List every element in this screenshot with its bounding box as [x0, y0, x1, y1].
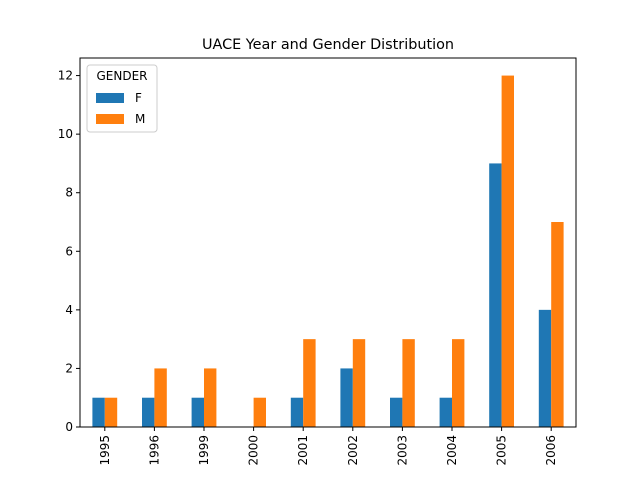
- bar: [142, 397, 155, 427]
- bar: [551, 222, 564, 427]
- x-tick-label: 1996: [147, 435, 161, 466]
- bar: [352, 339, 366, 427]
- bar: [402, 339, 415, 427]
- bar: [204, 368, 217, 427]
- legend-swatch: [96, 114, 124, 124]
- bar: [154, 368, 167, 427]
- x-tick-label: 1995: [98, 435, 112, 466]
- bar: [452, 339, 465, 427]
- y-tick-label: 10: [58, 127, 73, 141]
- bar: [92, 397, 105, 427]
- bar: [501, 75, 514, 428]
- x-tick-label: 2001: [296, 435, 310, 466]
- x-tick-label: 2003: [395, 435, 409, 466]
- chart-title: UACE Year and Gender Distribution: [202, 37, 454, 53]
- bar: [390, 397, 403, 427]
- bar: [340, 368, 353, 427]
- bar: [253, 397, 266, 427]
- legend-label: F: [135, 91, 142, 105]
- legend-label: M: [135, 112, 145, 126]
- y-tick-label: 12: [58, 69, 73, 83]
- x-tick-label: 2005: [495, 435, 509, 466]
- legend-swatch: [96, 93, 124, 103]
- bar: [538, 309, 552, 427]
- bar: [439, 397, 452, 427]
- bar: [191, 397, 204, 427]
- plot-frame: [79, 57, 577, 428]
- x-tick-label: 2004: [445, 435, 459, 466]
- bar: [303, 339, 316, 427]
- x-tick-label: 2000: [247, 435, 261, 466]
- y-tick-label: 0: [65, 420, 73, 434]
- bar: [104, 397, 118, 427]
- bar: [290, 397, 304, 427]
- bar: [489, 163, 502, 427]
- legend: GENDER FM: [86, 64, 158, 133]
- y-tick-label: 2: [65, 361, 73, 375]
- y-tick-label: 4: [65, 303, 73, 317]
- x-tick-label: 2006: [544, 435, 558, 466]
- y-tick-label: 6: [65, 244, 73, 258]
- legend-title: GENDER: [96, 69, 147, 83]
- x-tick-label: 1999: [197, 435, 211, 466]
- y-tick-label: 8: [65, 186, 73, 200]
- x-tick-label: 2002: [346, 435, 360, 466]
